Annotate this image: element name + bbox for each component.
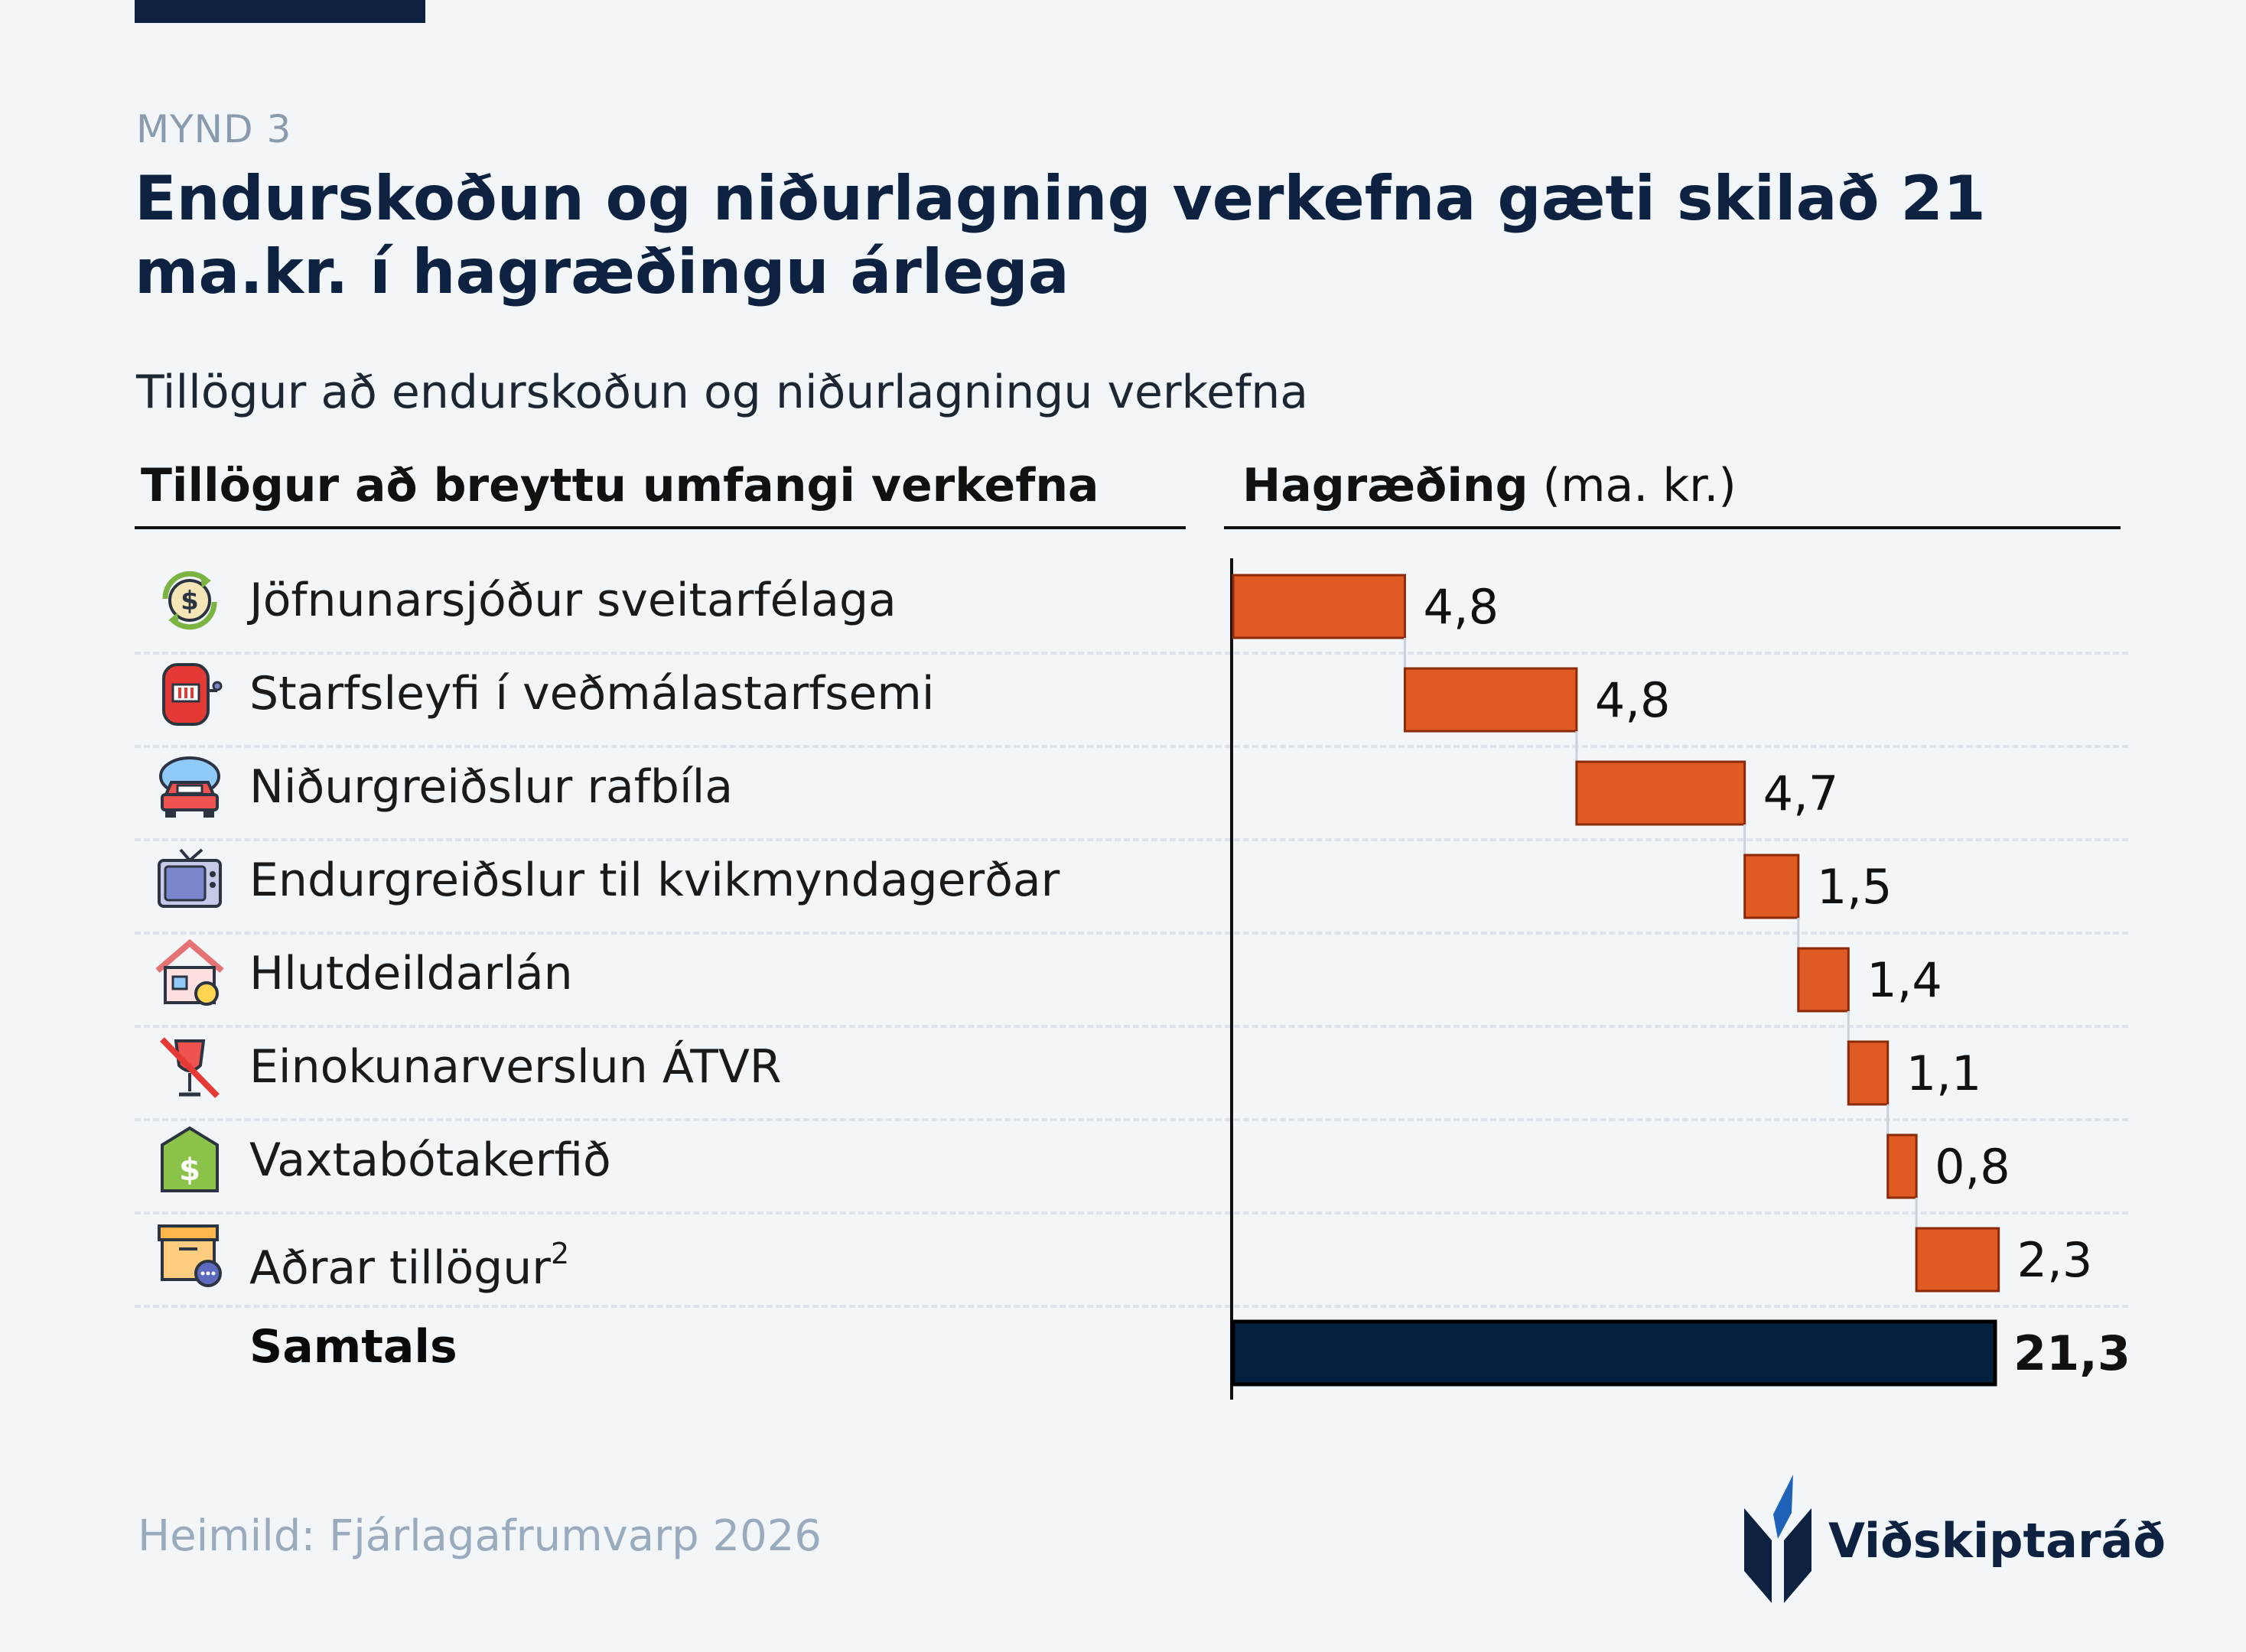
row-label-endurgreidslur: Endurgreiðslur til kvikmyndagerðar — [249, 854, 1060, 907]
top-accent-bar — [135, 0, 425, 23]
row-label-adrar-tillogur: Aðrar tillögur2 — [249, 1227, 569, 1295]
bar-value-label: 4,8 — [1595, 672, 1671, 728]
row-divider — [135, 1211, 2128, 1215]
bar-value-label: 1,5 — [1817, 859, 1893, 915]
chart-title: Endurskoðun og niðurlagning verkefna gæt… — [135, 163, 1986, 307]
row-divider — [135, 1025, 2128, 1028]
slot-machine-icon — [162, 663, 223, 726]
right-column-header: Hagræðing (ma. kr.) — [1242, 459, 1737, 512]
waterfall-bar — [1847, 1040, 1890, 1106]
no-wine-icon — [160, 1037, 220, 1098]
row-divider — [135, 838, 2128, 841]
bar-value-label: 2,3 — [2017, 1232, 2093, 1288]
left-column-header: Tillögur að breyttu umfangi verkefna — [141, 459, 1099, 512]
right-header-unit: (ma. kr.) — [1542, 459, 1737, 512]
row-label-starfsleyfi: Starfsleyfi í veðmálastarfsemi — [249, 667, 935, 720]
right-header-rule — [1224, 526, 2121, 529]
left-header-rule — [135, 526, 1186, 529]
bar-value-label: 1,4 — [1867, 952, 1942, 1008]
waterfall-bar — [1575, 760, 1746, 826]
bar-value-label: 4,7 — [1763, 766, 1839, 821]
svg-text:$: $ — [181, 586, 199, 616]
bar-value-label: 4,8 — [1423, 579, 1499, 635]
waterfall-bar — [1232, 574, 1406, 639]
total-value-label: 21,3 — [2013, 1325, 2130, 1381]
row-divider — [135, 1118, 2128, 1121]
bar-value-label: 0,8 — [1935, 1139, 2010, 1195]
waterfall-bar — [1403, 667, 1578, 733]
row-label-jofnunarsjodur: Jöfnunarsjóður sveitarfélaga — [249, 574, 897, 627]
row-label-text: Aðrar tillögur — [249, 1241, 551, 1295]
television-icon — [158, 848, 222, 908]
chart-subtitle: Tillögur að endurskoðun og niðurlagningu… — [136, 366, 1308, 419]
right-header-title: Hagræðing — [1242, 459, 1528, 512]
money-cycle-icon: $ — [162, 571, 217, 630]
waterfall-bar — [1797, 947, 1850, 1013]
svg-text:$: $ — [179, 1153, 200, 1188]
source-note: Heimild: Fjárlagafrumvarp 2026 — [138, 1511, 822, 1561]
row-divider — [135, 652, 2128, 655]
box-chat-icon — [158, 1224, 222, 1287]
row-label-samtals: Samtals — [249, 1320, 457, 1374]
bar-value-label: 1,1 — [1906, 1046, 1982, 1101]
row-label-atvr: Einokunarverslun ÁTVR — [249, 1040, 782, 1094]
row-label-nidurgreidslur: Niðurgreiðslur rafbíla — [249, 760, 734, 814]
waterfall-bar — [1915, 1227, 2000, 1293]
total-bar — [1231, 1319, 1997, 1387]
dollar-tag-icon: $ — [161, 1126, 219, 1192]
row-divider — [135, 745, 2128, 748]
footnote-marker: 2 — [550, 1237, 570, 1270]
chart-value-labels: 4,8 4,8 4,7 1,5 1,4 1,1 0,82,3 21,3 — [1423, 579, 2130, 1381]
waterfall-bar — [1743, 854, 1800, 919]
electric-car-icon — [159, 756, 220, 818]
row-label-vaxtabotakerfid: Vaxtabótakerfið — [249, 1133, 611, 1187]
logo-wordmark: Viðskiptaráð — [1828, 1513, 2166, 1569]
row-divider — [135, 932, 2128, 935]
figure-label: MYND 3 — [136, 107, 292, 151]
chart-bars — [1231, 574, 2000, 1387]
row-divider — [135, 1305, 2128, 1308]
house-loan-icon — [155, 938, 224, 1006]
row-label-hlutdeildarlan: Hlutdeildarlán — [249, 947, 573, 1000]
logo-icon — [1744, 1475, 1811, 1603]
waterfall-bar — [1886, 1133, 1918, 1199]
